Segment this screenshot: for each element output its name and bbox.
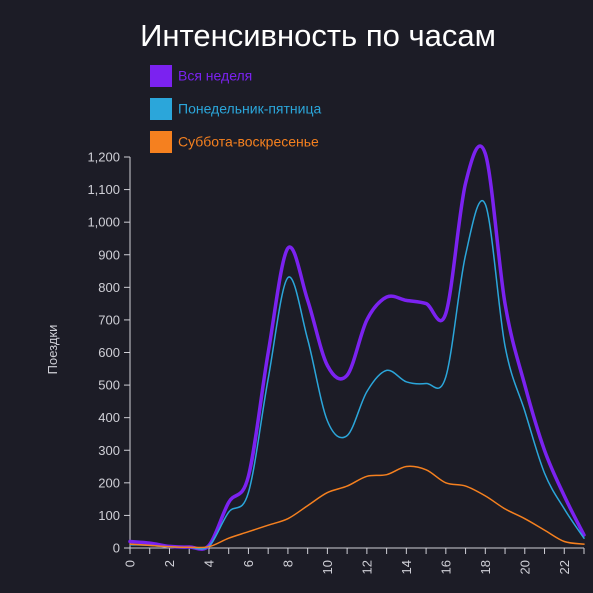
x-tick-label: 8 xyxy=(280,560,295,567)
x-tick-label: 6 xyxy=(241,560,256,567)
y-tick-label: 700 xyxy=(98,312,120,327)
y-tick-label: 500 xyxy=(98,378,120,393)
y-axis-ticks: 0 100 200 300 400 500 600 700 800 900 1,000 1,100 1,… xyxy=(87,150,130,556)
legend-swatch xyxy=(150,65,172,87)
x-tick-label: 2 xyxy=(162,560,177,567)
y-tick-label: 900 xyxy=(98,247,120,262)
legend: Вся неделя Понедельник-пятница Суббота-вос… xyxy=(150,65,321,153)
legend-swatch xyxy=(150,131,172,153)
series-lines xyxy=(128,144,586,551)
x-tick-label: 10 xyxy=(320,560,335,574)
y-tick-label: 1,100 xyxy=(87,182,120,197)
y-tick-label: 100 xyxy=(98,508,120,523)
x-tick-label: 14 xyxy=(399,560,414,574)
legend-swatch xyxy=(150,98,172,120)
series-line-weekdays xyxy=(129,200,585,550)
y-tick-label: 1,200 xyxy=(87,150,120,165)
x-axis-ticks: 0 2 4 6 8 10 12 14 16 18 20 22 xyxy=(123,548,585,574)
legend-label: Понедельник-пятница xyxy=(178,101,321,117)
series-line-weekend xyxy=(129,465,585,549)
legend-item-weekend: Суббота-воскресенье xyxy=(150,131,319,153)
y-tick-label: 200 xyxy=(98,475,120,490)
x-tick-label: 12 xyxy=(359,560,374,574)
axes: 01002003004005006007008009001,0001,1001,… xyxy=(45,150,585,574)
legend-item-weekdays: Понедельник-пятница xyxy=(150,98,321,120)
chart-title: Интенсивность по часам xyxy=(140,18,496,53)
y-tick-label: 300 xyxy=(98,443,120,458)
y-tick-label: 400 xyxy=(98,410,120,425)
x-tick-label: 18 xyxy=(478,560,493,574)
y-tick-label: 0 xyxy=(113,541,120,556)
x-tick-label: 4 xyxy=(201,560,216,567)
legend-label: Вся неделя xyxy=(178,68,252,84)
x-tick-label: 20 xyxy=(517,560,532,574)
y-tick-label: 800 xyxy=(98,280,120,295)
x-tick-label: 0 xyxy=(123,560,138,567)
y-axis-label: Поездки xyxy=(45,325,60,375)
x-tick-label: 16 xyxy=(438,560,453,574)
legend-item-whole-week: Вся неделя xyxy=(150,65,252,87)
y-tick-label: 600 xyxy=(98,345,120,360)
y-tick-label: 1,000 xyxy=(87,215,120,230)
x-tick-label: 22 xyxy=(557,560,572,574)
legend-label: Суббота-воскресенье xyxy=(178,134,319,150)
